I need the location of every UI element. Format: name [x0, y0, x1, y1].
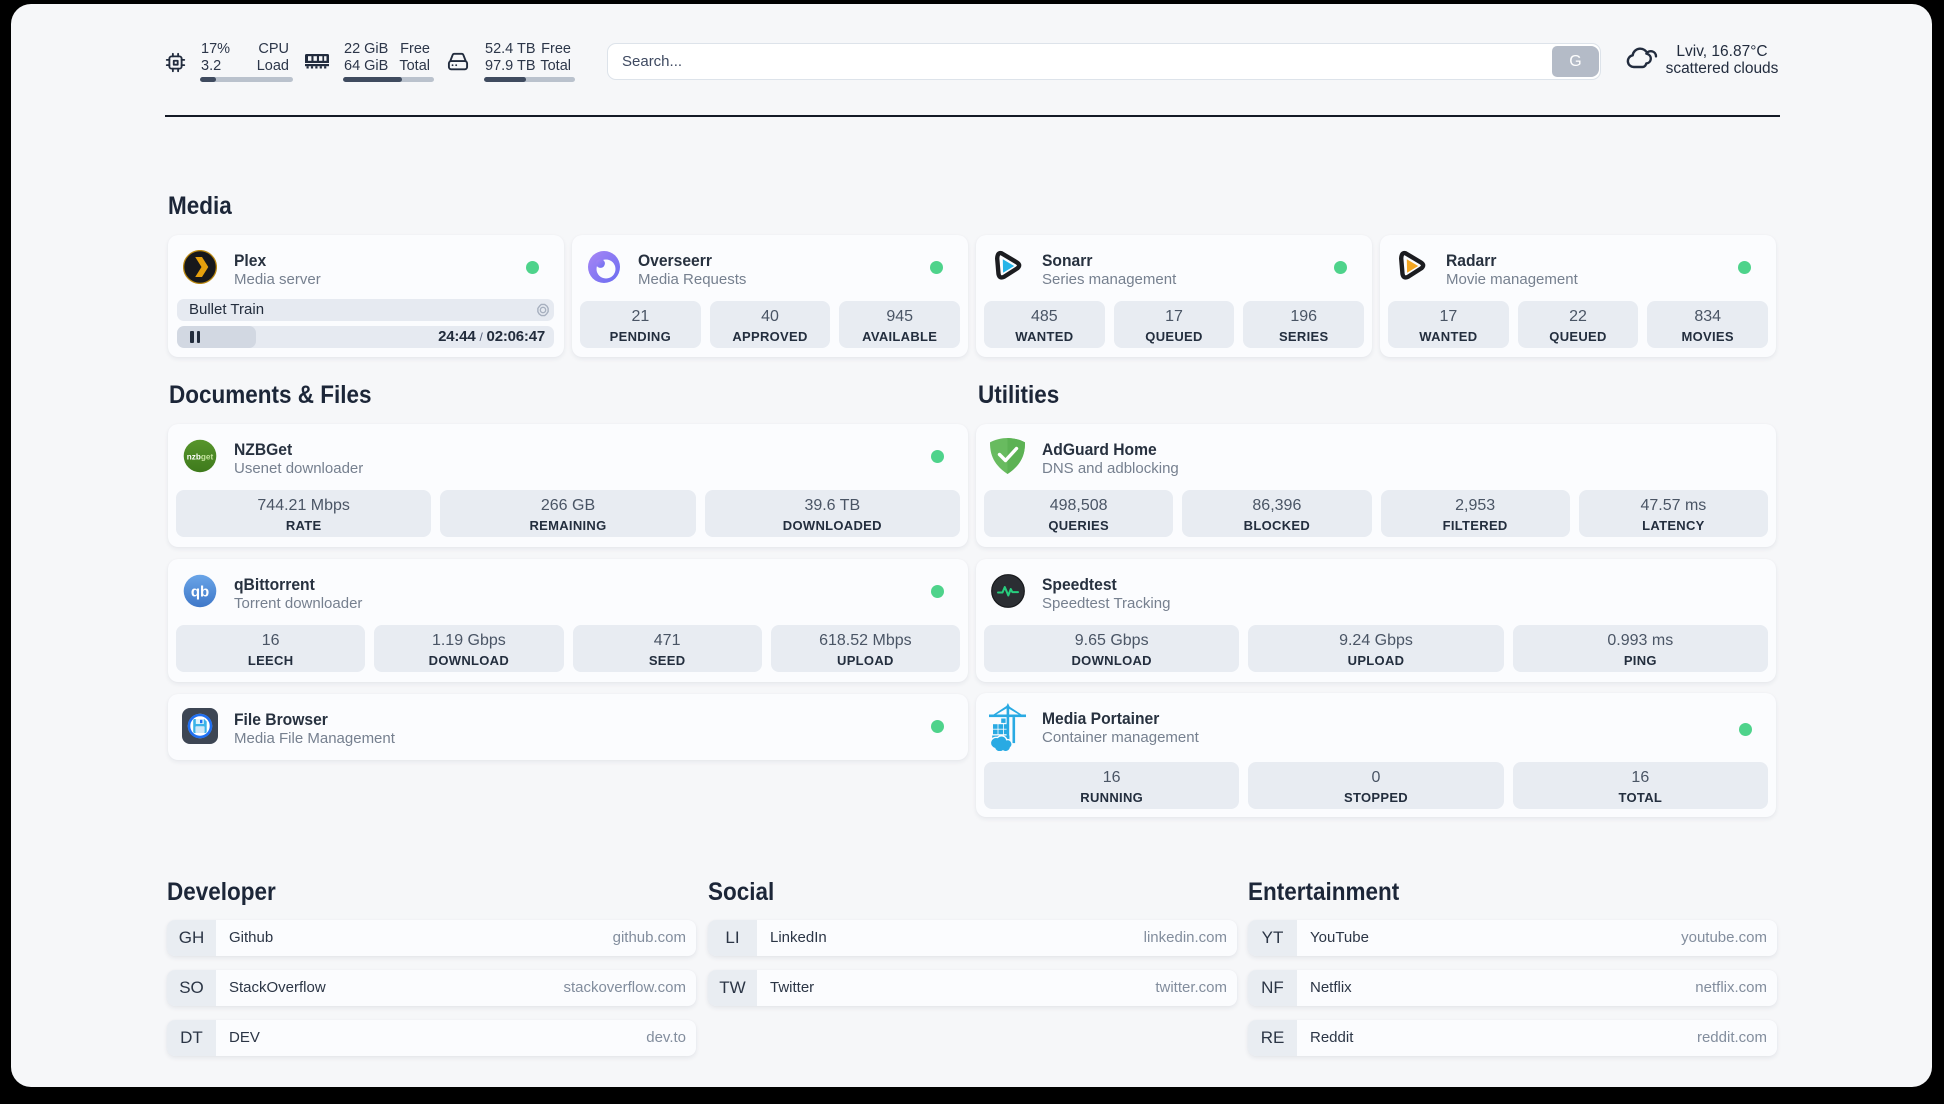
svg-text:nzbget: nzbget [187, 452, 214, 461]
svg-text:qb: qb [191, 584, 209, 601]
